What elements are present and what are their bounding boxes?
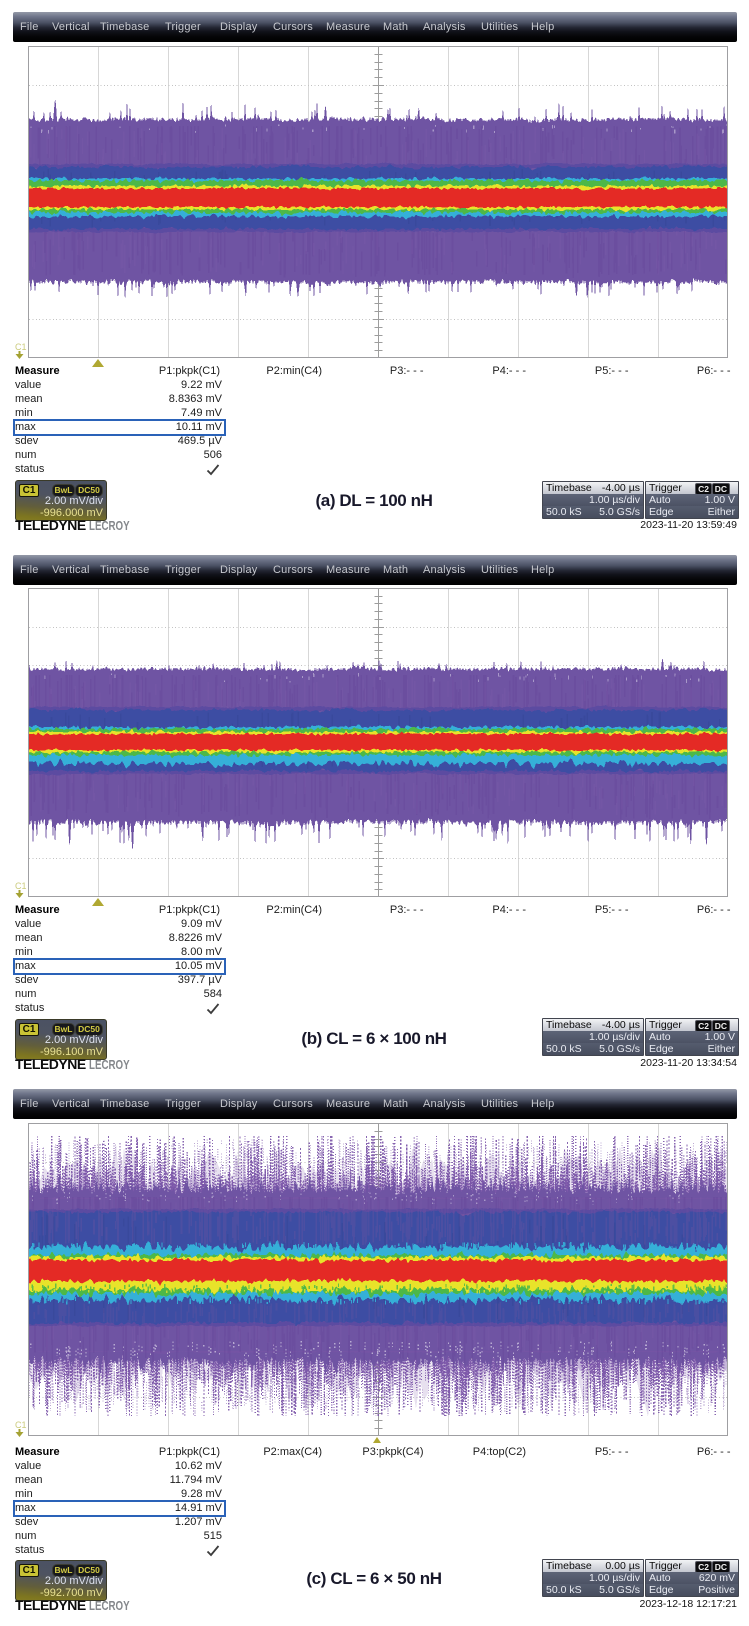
svg-text:C1: C1 xyxy=(15,342,27,352)
svg-text:C1: C1 xyxy=(15,881,27,891)
svg-text:C1: C1 xyxy=(15,1420,27,1430)
